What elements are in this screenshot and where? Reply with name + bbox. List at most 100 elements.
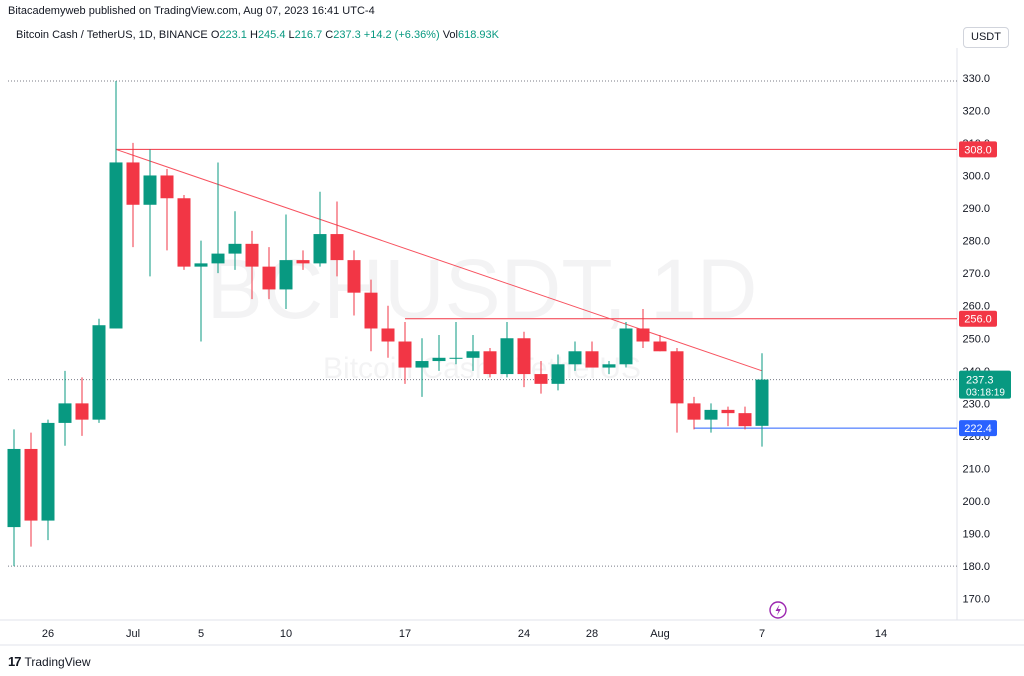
y-tick-label: 320.0 <box>962 105 990 117</box>
x-tick-label: Aug <box>650 628 670 640</box>
candle-body-24 <box>415 361 429 368</box>
candle-body-31 <box>534 374 548 384</box>
candle-body-5 <box>92 325 106 420</box>
candle-16 <box>279 214 293 309</box>
y-tick-label: 170.0 <box>962 594 990 606</box>
symbol-title[interactable]: Bitcoin Cash / TetherUS, 1D, BINANCE <box>16 29 208 41</box>
candle-body-38 <box>653 341 667 352</box>
candle-body-9 <box>160 175 174 199</box>
candle-7 <box>126 142 140 248</box>
time-axis[interactable]: 26 Jul 5 10 17 24 28 Aug 7 14 <box>42 628 887 640</box>
candle-body-22 <box>381 328 395 342</box>
volume-value: 618.93K <box>458 29 499 41</box>
tradingview-logo-icon: 17 <box>8 654 22 669</box>
candle-37 <box>636 308 650 349</box>
candle-body-32 <box>551 364 565 384</box>
chart-grid <box>0 48 1024 646</box>
candle-body-11 <box>194 263 208 267</box>
candle-body-29 <box>500 338 514 375</box>
candle-28 <box>483 348 497 378</box>
price-label-bg-0 <box>959 141 997 158</box>
x-tick-label: 24 <box>518 628 530 640</box>
candle-body-13 <box>228 243 242 254</box>
candle-14 <box>245 230 259 300</box>
price-axis[interactable]: 170.0180.0190.0200.0210.0220.0230.0240.0… <box>959 73 1011 606</box>
close-value: 237.3 <box>333 29 361 41</box>
publisher-line: Bitacademyweb published on TradingView.c… <box>8 5 375 17</box>
candle-1 <box>24 432 38 547</box>
last-price-value: 237.3 <box>966 375 994 387</box>
candle-13 <box>228 211 242 270</box>
candle-body-26 <box>449 357 463 359</box>
candle-body-39 <box>670 351 684 404</box>
candle-body-23 <box>398 341 412 368</box>
open-label: O <box>210 29 220 41</box>
price-label-bg-1 <box>959 310 997 327</box>
candle-33 <box>568 341 582 371</box>
y-tick-label: 210.0 <box>962 463 990 475</box>
price-label-1: 256.0 <box>964 314 992 326</box>
candle-body-40 <box>687 403 701 420</box>
x-tick-label: 14 <box>875 628 887 640</box>
y-tick-label: 290.0 <box>962 203 990 215</box>
low-value: 216.7 <box>294 29 323 41</box>
high-value: 245.4 <box>257 29 286 41</box>
candle-4 <box>75 377 89 436</box>
change-value: +14.2 (+6.36%) <box>363 29 440 41</box>
candle-19 <box>330 201 344 277</box>
candle-24 <box>415 338 429 397</box>
bar-countdown: 03:18:19 <box>966 388 1005 399</box>
candle-body-43 <box>738 413 752 427</box>
candle-23 <box>398 321 412 384</box>
x-tick-label: 10 <box>280 628 292 640</box>
low-label: L <box>288 29 295 41</box>
candle-body-27 <box>466 351 480 358</box>
open-value: 223.1 <box>219 29 247 41</box>
y-tick-label: 300.0 <box>962 170 990 182</box>
candle-30 <box>517 331 531 388</box>
tradingview-brand: TradingView <box>24 654 91 669</box>
candle-body-1 <box>24 448 38 521</box>
currency-button[interactable]: USDT <box>963 27 1009 48</box>
candle-5 <box>92 318 106 423</box>
y-tick-label: 180.0 <box>962 561 990 573</box>
candle-29 <box>500 321 514 378</box>
high-label: H <box>249 29 258 41</box>
candle-body-34 <box>585 351 599 368</box>
candle-25 <box>432 335 446 371</box>
x-tick-label: 28 <box>586 628 598 640</box>
y-tick-label: 260.0 <box>962 301 990 313</box>
candle-20 <box>347 250 361 316</box>
price-label-0: 308.0 <box>964 144 992 156</box>
candle-body-35 <box>602 364 616 368</box>
candle-41 <box>704 403 718 433</box>
flash-icon[interactable] <box>769 601 787 619</box>
candle-body-3 <box>58 403 72 423</box>
candle-body-37 <box>636 328 650 342</box>
candle-26 <box>449 321 463 365</box>
candle-39 <box>670 348 684 433</box>
candle-35 <box>602 361 616 375</box>
y-tick-label: 330.0 <box>962 73 990 85</box>
candle-43 <box>738 406 752 430</box>
candle-body-2 <box>41 422 55 521</box>
y-tick-label: 250.0 <box>962 333 990 345</box>
candle-11 <box>194 240 208 342</box>
volume-label: Vol <box>442 29 458 41</box>
watermark-symbol: BCHUSDT, 1D <box>207 242 758 336</box>
candle-32 <box>551 354 565 391</box>
y-tick-label: 270.0 <box>962 268 990 280</box>
footer-brand: 17 TradingView <box>8 654 91 669</box>
candle-body-7 <box>126 162 140 205</box>
candle-body-33 <box>568 351 582 365</box>
candle-body-18 <box>313 234 327 264</box>
candle-body-15 <box>262 266 276 290</box>
candle-21 <box>364 279 378 352</box>
candle-8 <box>143 149 157 277</box>
candle-body-17 <box>296 260 310 264</box>
candle-10 <box>177 195 191 270</box>
price-levels <box>8 80 957 567</box>
candle-body-6 <box>109 162 123 329</box>
candle-3 <box>58 370 72 446</box>
